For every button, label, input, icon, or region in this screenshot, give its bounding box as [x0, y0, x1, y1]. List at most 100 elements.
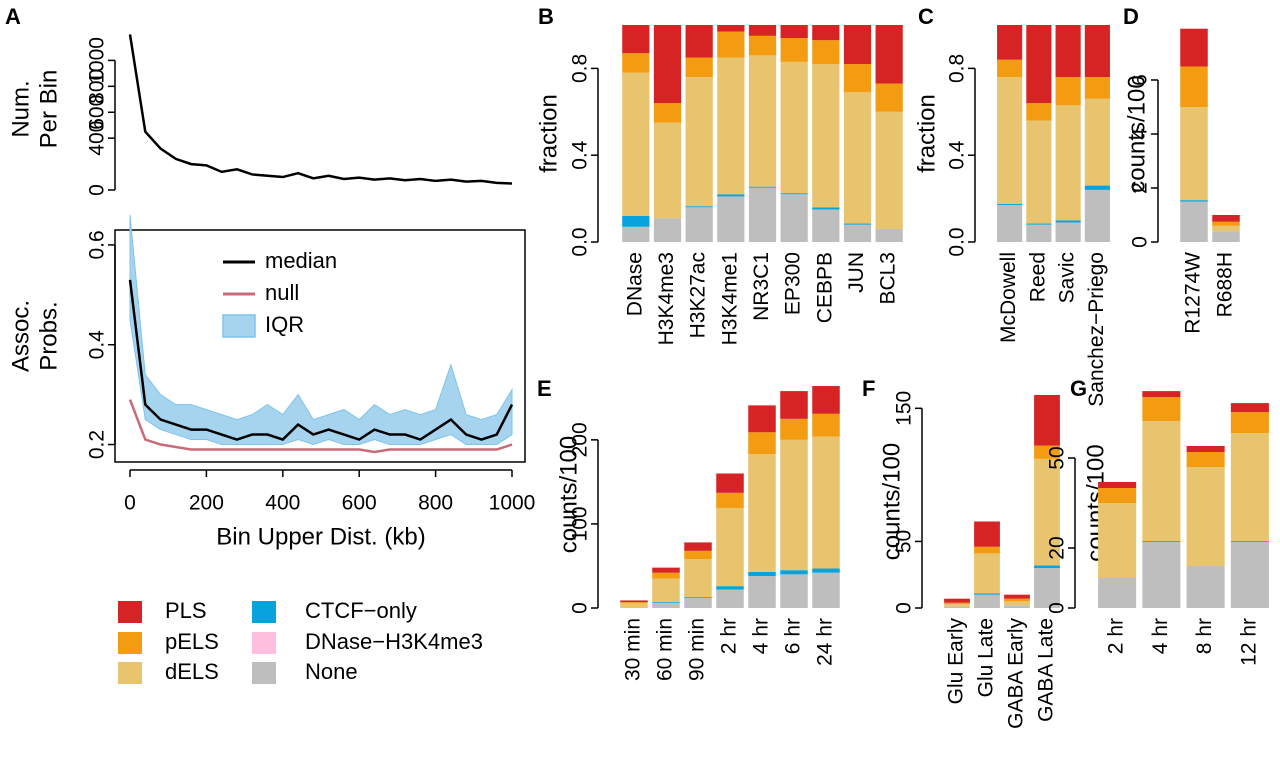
x-tick-label: R1274W: [1182, 252, 1205, 334]
x-tick-label: 30 min: [622, 618, 645, 681]
bar-segment: [944, 606, 970, 608]
bar-segment: [1055, 77, 1081, 106]
bar-segment: [717, 194, 745, 197]
legend-label: null: [265, 280, 299, 305]
x-tick-label: NR3C1: [750, 252, 773, 321]
bar-segment: [812, 568, 840, 573]
bar-segment: [843, 223, 872, 225]
bar-segment: [748, 25, 777, 36]
bar-segment: [1004, 601, 1030, 606]
bar-segment: [653, 103, 682, 123]
x-tick-label: Savic: [1056, 252, 1079, 303]
y-tick-label: 600: [86, 95, 109, 130]
bar-segment: [1055, 220, 1081, 223]
x-tick-label: GABA Late: [1035, 618, 1058, 722]
bar-segment: [652, 572, 680, 579]
y-axis-label: fraction: [535, 94, 562, 173]
bar-segment: [620, 600, 648, 603]
bar-segment: [684, 542, 712, 551]
bar-segment: [843, 224, 872, 242]
bar-segment: [1180, 201, 1208, 242]
y-axis-label: fraction: [913, 94, 940, 173]
y-axis-label: Per Bin: [35, 70, 62, 149]
panel-letter: A: [5, 4, 21, 29]
bar-segment: [1004, 594, 1030, 599]
bar-segment: [974, 553, 1000, 594]
bar-segment: [684, 550, 712, 560]
legend-swatch: [118, 632, 142, 654]
panel-letter: G: [1070, 376, 1087, 401]
bar-segment: [748, 405, 776, 433]
x-tick-label: 400: [265, 492, 300, 515]
y-axis-label: Probs.: [35, 301, 62, 370]
bar-segment: [1034, 445, 1060, 459]
x-tick-label: Sanchez−Priego: [1085, 252, 1108, 407]
bar-segment: [1230, 542, 1269, 608]
bar-segment: [716, 507, 744, 587]
y-tick-label: 2: [1129, 182, 1152, 194]
x-tick-label: 8 hr: [1193, 618, 1216, 654]
y-axis-label: Assoc.: [7, 300, 34, 372]
bar-segment: [1098, 488, 1137, 503]
legend-label: DNase−H3K4me3: [305, 629, 483, 654]
bar-segment: [997, 59, 1023, 78]
bar-segment: [1026, 120, 1052, 224]
bar-segment: [685, 207, 713, 242]
y-tick-label: 0.6: [86, 230, 109, 259]
bar-segment: [843, 25, 872, 65]
panel-letter: D: [1123, 4, 1139, 29]
bar-segment: [620, 602, 648, 603]
legend-swatch: [222, 314, 256, 338]
bar-segment: [1212, 221, 1240, 226]
bar-segment: [685, 206, 713, 208]
bar-segment: [1026, 25, 1052, 104]
bar-segment: [622, 25, 650, 54]
legend-label: median: [265, 248, 337, 273]
bar-segment: [684, 597, 712, 598]
panel-letter: F: [862, 376, 875, 401]
bar-segment: [812, 572, 840, 608]
bar-segment: [812, 209, 840, 242]
y-axis-label: counts/100: [555, 436, 582, 553]
x-tick-label: BCL3: [877, 252, 900, 305]
bar-segment: [812, 413, 840, 437]
x-tick-label: H3K4me3: [655, 252, 678, 345]
line: [128, 399, 513, 454]
bar-segment: [780, 25, 808, 39]
y-tick-label: 1000: [86, 37, 109, 84]
bar-segment: [1026, 223, 1052, 225]
bar-segment: [1142, 391, 1181, 398]
bar-segment: [944, 602, 970, 605]
bar-segment: [875, 83, 903, 112]
x-tick-label: 1000: [489, 492, 536, 515]
bar-segment: [812, 386, 840, 414]
bar-segment: [1055, 105, 1081, 221]
bar-segment: [1034, 458, 1060, 566]
x-tick-label: CEBPB: [813, 252, 836, 323]
bar-segment: [653, 122, 682, 219]
bar-segment: [1230, 412, 1269, 434]
bar-segment: [1084, 77, 1110, 99]
bar-segment: [653, 25, 682, 104]
bar-segment: [1034, 565, 1060, 569]
bar-segment: [997, 77, 1023, 205]
y-tick-label: 0.8: [946, 54, 969, 83]
y-tick-label: 100: [569, 506, 592, 541]
bar-segment: [620, 607, 648, 608]
bar-segment: [1004, 605, 1030, 608]
bar-segment: [812, 25, 840, 41]
bar-segment: [748, 55, 777, 187]
bar-segment: [748, 576, 776, 608]
bar-segment: [780, 194, 808, 242]
bar-segment: [780, 439, 808, 571]
bar-segment: [1212, 231, 1240, 242]
bar-segment: [684, 559, 712, 598]
x-tick-label: Glu Early: [945, 618, 968, 705]
bar-segment: [780, 570, 808, 575]
x-tick-label: 24 hr: [814, 618, 837, 666]
legend-swatch: [252, 632, 276, 654]
bar-segment: [1180, 28, 1208, 67]
bar-segment: [717, 25, 745, 32]
